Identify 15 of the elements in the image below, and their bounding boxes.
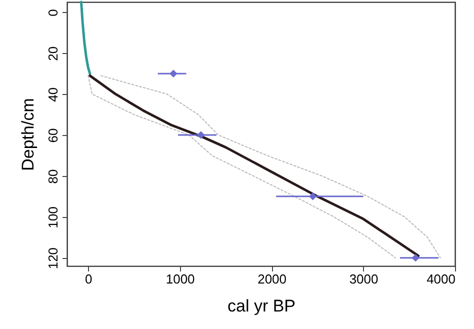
x-tick-label: 1000	[166, 272, 195, 286]
x-axis-title: cal yr BP	[227, 296, 296, 316]
y-tick-label: 60	[46, 128, 60, 143]
y-tick-label: 120	[46, 247, 60, 270]
y-tick-label: 0	[46, 9, 60, 16]
y-tick-label: 80	[46, 169, 60, 184]
x-tick-label: 2000	[258, 272, 287, 286]
y-tick-label: 20	[46, 46, 60, 61]
y-tick-label: 40	[46, 87, 60, 102]
line-series	[80, 0, 92, 75]
x-tick-label: 0	[84, 272, 92, 286]
x-tick-label: 4000	[426, 272, 456, 286]
y-tick-label: 100	[46, 206, 60, 228]
y-axis-title: Depth/cm	[18, 98, 38, 171]
x-tick-label: 3000	[349, 272, 378, 286]
